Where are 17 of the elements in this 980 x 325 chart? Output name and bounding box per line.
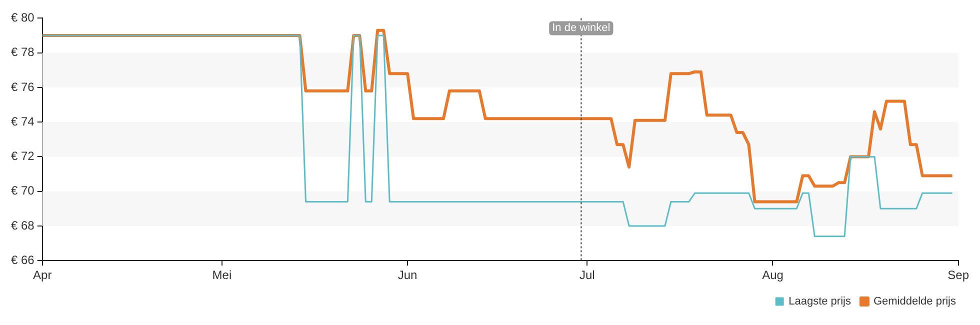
y-tick-label: € 76 — [10, 80, 35, 94]
y-tick-label: € 74 — [10, 114, 35, 128]
legend-label: Gemiddelde prijs — [873, 296, 956, 308]
x-tick-label: Apr — [33, 268, 52, 282]
ref-line-label: In de winkel — [552, 22, 610, 34]
y-tick-label: € 72 — [10, 149, 35, 164]
x-tick-label: Jun — [398, 268, 418, 282]
x-tick-label: Aug — [762, 268, 784, 282]
x-tick-label: Mei — [212, 268, 232, 282]
y-tick-label: € 78 — [10, 45, 35, 60]
x-tick-label: Sep — [948, 268, 970, 282]
legend-label: Laagste prijs — [788, 296, 852, 308]
x-tick-label: Jul — [579, 268, 595, 282]
y-tick-label: € 70 — [10, 184, 35, 198]
y-tick-label: € 66 — [10, 252, 35, 267]
y-tick-label: € 68 — [10, 218, 35, 232]
y-tick-label: € 80 — [10, 10, 35, 25]
